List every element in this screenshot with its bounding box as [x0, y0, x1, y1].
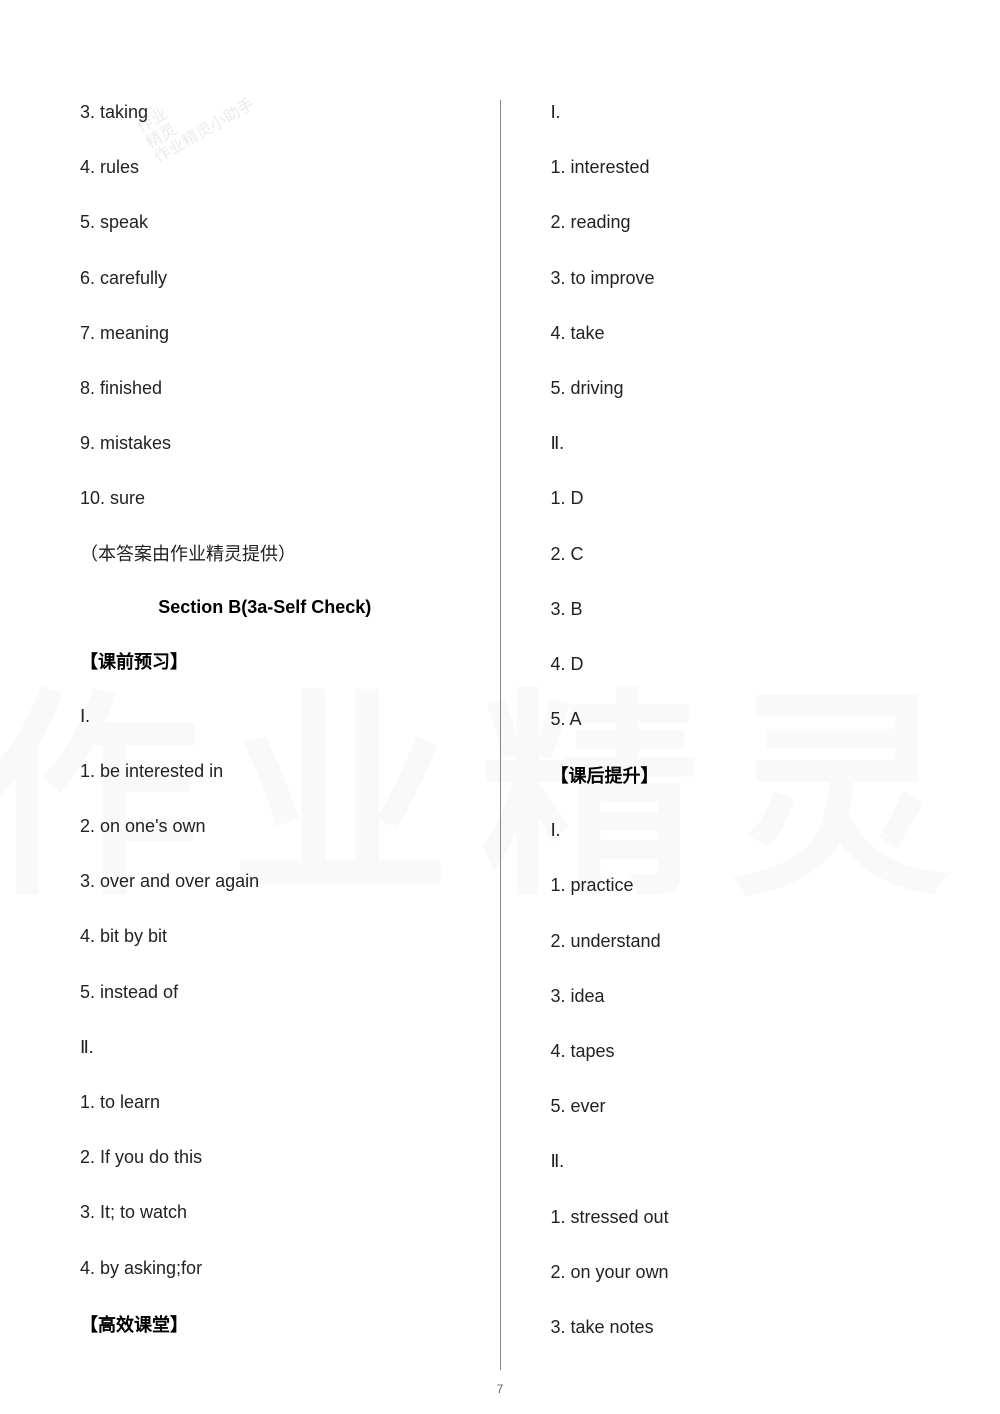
answer-item: 1. be interested in: [80, 759, 450, 784]
answer-item: 2. reading: [551, 210, 921, 235]
column-divider: [500, 100, 501, 1370]
answer-item: 1. to learn: [80, 1090, 450, 1115]
roman-numeral: Ⅰ.: [551, 100, 921, 125]
post-class-header: 【课后提升】: [551, 762, 921, 788]
answer-item: 6. carefully: [80, 266, 450, 291]
answer-item: 1. practice: [551, 873, 921, 898]
answer-item: 4. by asking;for: [80, 1256, 450, 1281]
answer-item: 3. It; to watch: [80, 1200, 450, 1225]
roman-numeral: Ⅰ.: [80, 704, 450, 729]
answer-item: 10. sure: [80, 486, 450, 511]
answer-item: 9. mistakes: [80, 431, 450, 456]
answer-item: 4. D: [551, 652, 921, 677]
answer-item: 2. on one's own: [80, 814, 450, 839]
answer-item: 4. bit by bit: [80, 924, 450, 949]
answer-item: 8. finished: [80, 376, 450, 401]
roman-numeral: Ⅱ.: [551, 431, 921, 456]
answer-item: 5. instead of: [80, 980, 450, 1005]
page-content: 3. taking 4. rules 5. speak 6. carefully…: [0, 0, 1000, 1410]
roman-numeral: Ⅱ.: [80, 1035, 450, 1060]
answer-item: 2. understand: [551, 929, 921, 954]
pre-class-header: 【课前预习】: [80, 648, 450, 674]
answer-item: 2. If you do this: [80, 1145, 450, 1170]
classroom-header: 【高效课堂】: [80, 1311, 450, 1337]
answer-item: 4. tapes: [551, 1039, 921, 1064]
credit-note: （本答案由作业精灵提供）: [80, 542, 450, 567]
answer-item: 2. C: [551, 542, 921, 567]
answer-item: 2. on your own: [551, 1260, 921, 1285]
answer-item: 5. speak: [80, 210, 450, 235]
roman-numeral: Ⅰ.: [551, 818, 921, 843]
answer-item: 5. A: [551, 707, 921, 732]
answer-item: 5. driving: [551, 376, 921, 401]
answer-item: 1. interested: [551, 155, 921, 180]
answer-item: 1. D: [551, 486, 921, 511]
answer-item: 3. taking: [80, 100, 450, 125]
answer-item: 3. take notes: [551, 1315, 921, 1340]
left-column: 3. taking 4. rules 5. speak 6. carefully…: [80, 100, 450, 1370]
answer-item: 3. B: [551, 597, 921, 622]
answer-item: 7. meaning: [80, 321, 450, 346]
section-title: Section B(3a-Self Check): [80, 597, 450, 618]
answer-item: 4. take: [551, 321, 921, 346]
answer-item: 1. stressed out: [551, 1205, 921, 1230]
answer-item: 3. over and over again: [80, 869, 450, 894]
right-column: Ⅰ. 1. interested 2. reading 3. to improv…: [551, 100, 921, 1370]
answer-item: 4. rules: [80, 155, 450, 180]
answer-item: 3. idea: [551, 984, 921, 1009]
answer-item: 3. to improve: [551, 266, 921, 291]
roman-numeral: Ⅱ.: [551, 1149, 921, 1174]
answer-item: 5. ever: [551, 1094, 921, 1119]
